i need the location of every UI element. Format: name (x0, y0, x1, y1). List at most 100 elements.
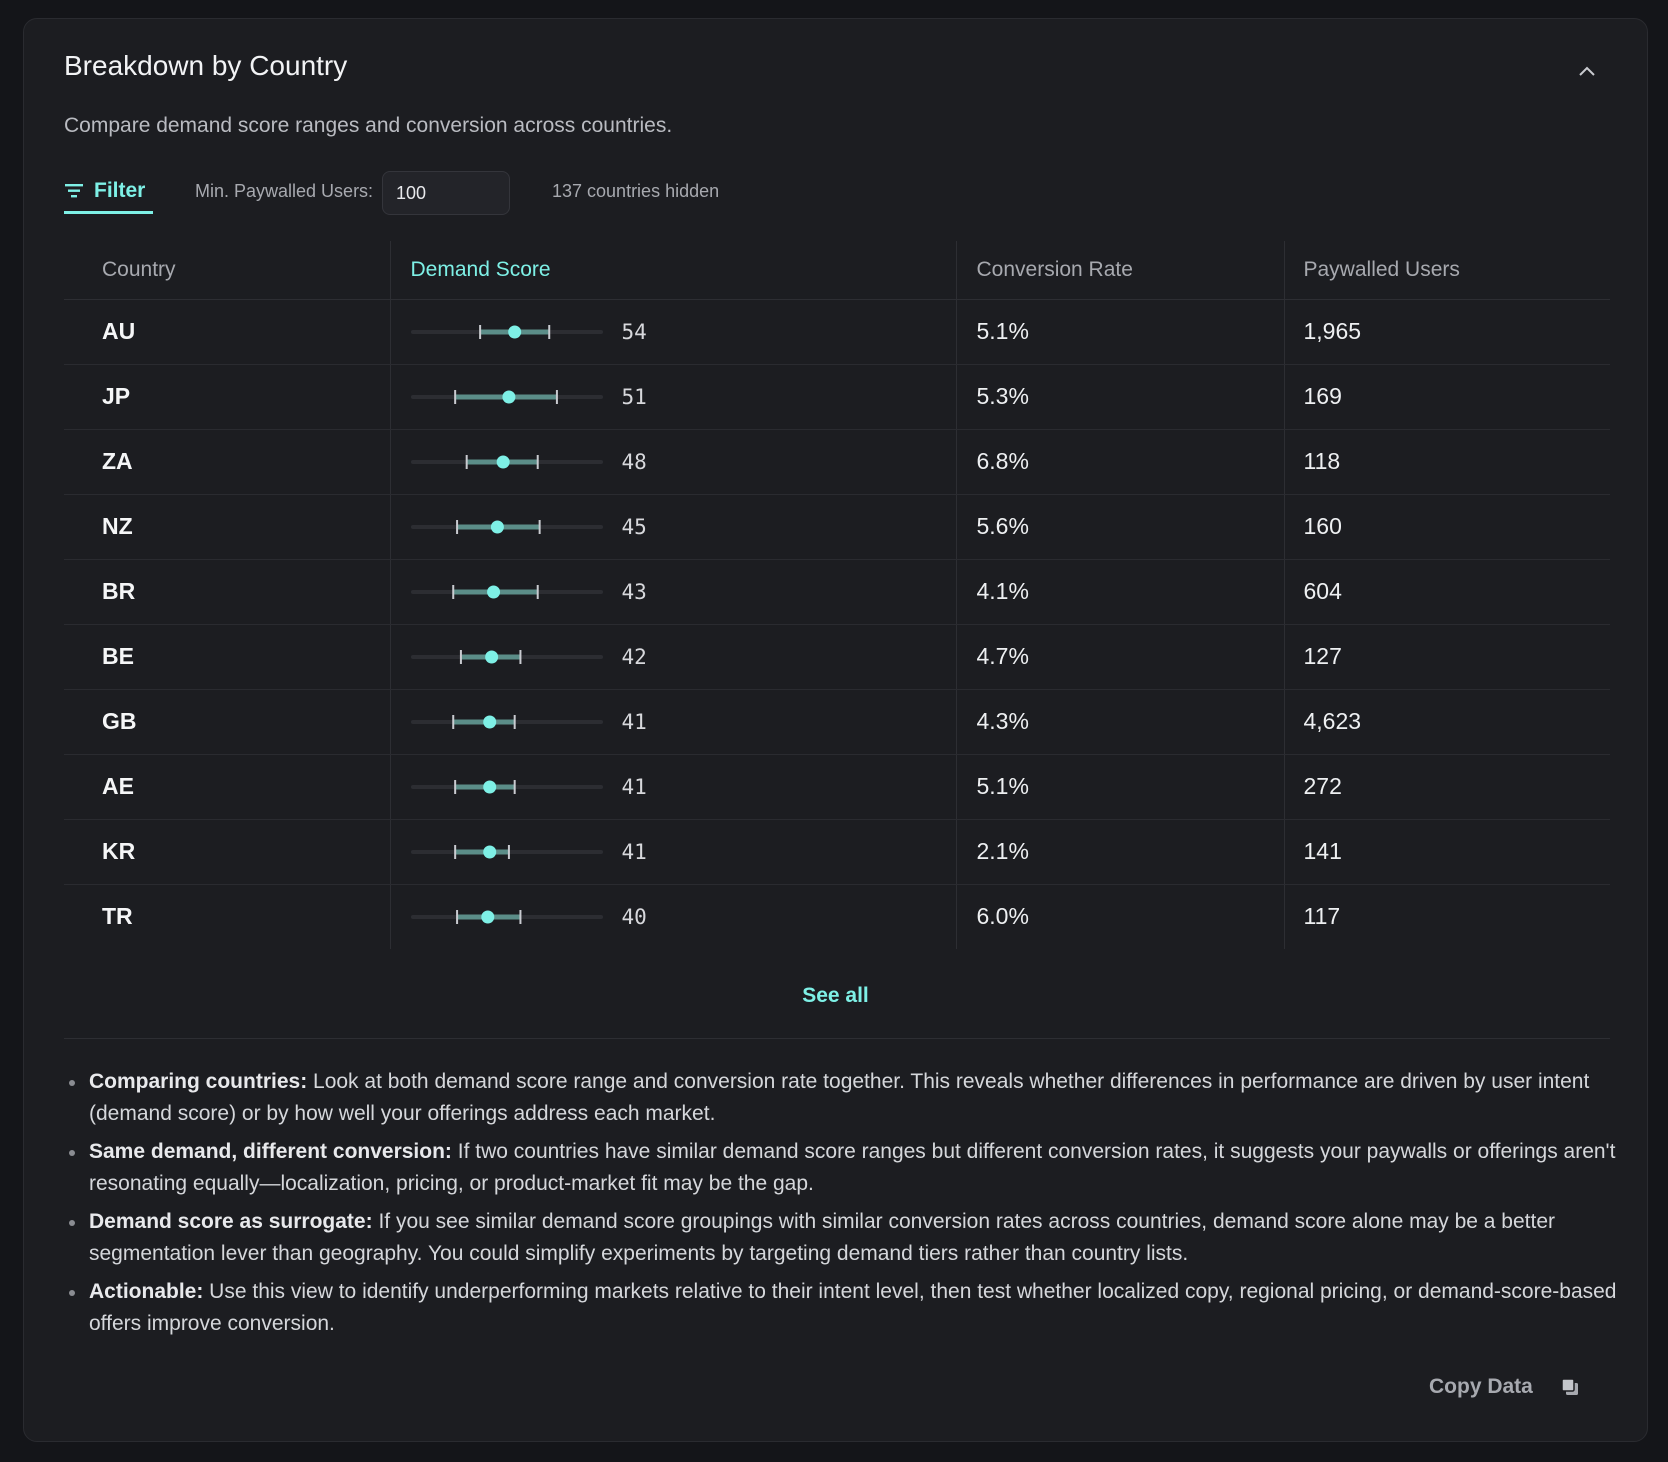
min-paywalled-users-label: Min. Paywalled Users: (195, 181, 374, 201)
conversion-rate-value: 5.3% (976, 383, 1029, 409)
country-code: BE (102, 643, 134, 669)
paywalled-users-value: 604 (1303, 578, 1342, 604)
table-header-row: Country Demand Score Conversion Rate Pay… (64, 241, 1610, 300)
demand-score-value: 51 (621, 384, 647, 409)
notes-list: Comparing countries: Look at both demand… (64, 1066, 1624, 1346)
conversion-rate-value: 2.1% (976, 838, 1029, 864)
demand-score-value: 40 (621, 904, 647, 929)
table-row[interactable]: JP 51 5.3% 169 (64, 364, 1610, 430)
filter-active-underline (64, 211, 153, 214)
table-row[interactable]: AE 41 5.1% 272 (64, 754, 1610, 820)
score-dot (501, 390, 515, 403)
demand-score-value: 41 (621, 774, 647, 799)
table-row[interactable]: BR 43 4.1% 604 (64, 559, 1610, 625)
table-row[interactable]: AU 54 5.1% 1,965 (64, 299, 1610, 365)
demand-range-chart (410, 714, 603, 729)
country-cell: NZ (64, 494, 390, 560)
country-code: NZ (102, 513, 133, 539)
demand-range-chart (410, 649, 603, 664)
country-code: GB (102, 708, 137, 734)
demand-score-cell: 41 (389, 754, 956, 820)
column-header-paywalled-users[interactable]: Paywalled Users (1283, 241, 1610, 300)
filter-icon (65, 184, 83, 198)
demand-score-cell: 41 (389, 819, 956, 885)
table-row[interactable]: ZA 48 6.8% 118 (64, 429, 1610, 495)
country-table: Country Demand Score Conversion Rate Pay… (64, 241, 1610, 949)
demand-score-cell: 40 (389, 884, 956, 949)
users-cell: 169 (1283, 364, 1610, 430)
column-header-country[interactable]: Country (64, 241, 390, 300)
conversion-cell: 4.3% (955, 689, 1284, 755)
demand-score-value: 42 (621, 644, 647, 669)
min-paywalled-users-input[interactable] (382, 171, 510, 215)
note-text: Look at both demand score range and conv… (89, 1070, 1590, 1125)
note-text: If two countries have similar demand sco… (89, 1140, 1616, 1195)
note-heading: Actionable: (89, 1280, 204, 1303)
demand-range-chart (410, 779, 603, 794)
column-header-conversion-rate[interactable]: Conversion Rate (955, 241, 1284, 300)
demand-range-chart (410, 909, 603, 924)
note-item: Same demand, different conversion: If tw… (64, 1136, 1624, 1200)
table-row[interactable]: BE 42 4.7% 127 (64, 624, 1610, 690)
paywalled-users-value: 272 (1303, 773, 1342, 799)
users-cell: 141 (1283, 819, 1610, 885)
country-code: ZA (102, 448, 133, 474)
score-dot (507, 325, 521, 338)
note-text: If you see similar demand score grouping… (89, 1210, 1555, 1265)
demand-score-value: 48 (621, 449, 647, 474)
conversion-rate-value: 5.1% (976, 773, 1029, 799)
note-item: Demand score as surrogate: If you see si… (64, 1206, 1624, 1270)
see-all-link[interactable]: See all (802, 984, 869, 1007)
conversion-cell: 5.3% (955, 364, 1284, 430)
paywalled-users-value: 127 (1303, 643, 1342, 669)
users-cell: 117 (1283, 884, 1610, 949)
demand-score-value: 41 (621, 709, 647, 734)
demand-score-value: 41 (621, 839, 647, 864)
demand-range-chart (410, 519, 603, 534)
note-heading: Same demand, different conversion: (89, 1140, 452, 1163)
score-dot (480, 910, 494, 924)
conversion-cell: 4.1% (955, 559, 1284, 625)
paywalled-users-value: 118 (1303, 448, 1341, 474)
hidden-countries-count: 137 countries hidden (552, 181, 720, 201)
score-dot (486, 585, 500, 598)
conversion-cell: 5.1% (955, 299, 1284, 365)
score-dot (482, 715, 496, 728)
table-row[interactable]: KR 41 2.1% 141 (64, 819, 1610, 885)
demand-range-chart (410, 844, 603, 859)
paywalled-users-value: 117 (1303, 903, 1341, 930)
demand-score-cell: 42 (389, 624, 956, 690)
column-header-demand-score[interactable]: Demand Score (389, 241, 956, 300)
table-row[interactable]: TR 40 6.0% 117 (64, 884, 1610, 949)
conversion-cell: 2.1% (955, 819, 1284, 885)
demand-score-value: 43 (621, 579, 647, 604)
chevron-up-icon[interactable] (1576, 61, 1598, 83)
users-cell: 1,965 (1283, 299, 1610, 365)
conversion-cell: 4.7% (955, 624, 1284, 690)
country-breakdown-card: Breakdown by Country Compare demand scor… (23, 18, 1648, 1442)
table-row[interactable]: NZ 45 5.6% 160 (64, 494, 1610, 560)
paywalled-users-value: 4,623 (1303, 708, 1362, 734)
demand-range-chart (410, 454, 603, 469)
users-cell: 604 (1283, 559, 1610, 625)
score-dot (490, 520, 504, 533)
note-item: Comparing countries: Look at both demand… (64, 1066, 1624, 1130)
demand-score-cell: 48 (389, 429, 956, 495)
country-code: AU (102, 318, 136, 344)
card-title: Breakdown by Country (64, 50, 348, 81)
divider (64, 1038, 1610, 1039)
paywalled-users-value: 169 (1303, 383, 1342, 409)
demand-range-chart (410, 584, 603, 599)
conversion-cell: 6.8% (955, 429, 1284, 495)
demand-score-cell: 43 (389, 559, 956, 625)
conversion-rate-value: 4.7% (976, 643, 1029, 669)
country-cell: BR (64, 559, 390, 625)
score-dot (482, 845, 496, 858)
demand-range-chart (410, 389, 603, 404)
filter-button[interactable]: Filter (64, 171, 145, 211)
users-cell: 272 (1283, 754, 1610, 820)
conversion-cell: 5.1% (955, 754, 1284, 820)
conversion-rate-value: 4.1% (976, 578, 1029, 604)
copy-data-button[interactable]: Copy Data (1429, 1375, 1580, 1399)
table-row[interactable]: GB 41 4.3% 4,623 (64, 689, 1610, 755)
